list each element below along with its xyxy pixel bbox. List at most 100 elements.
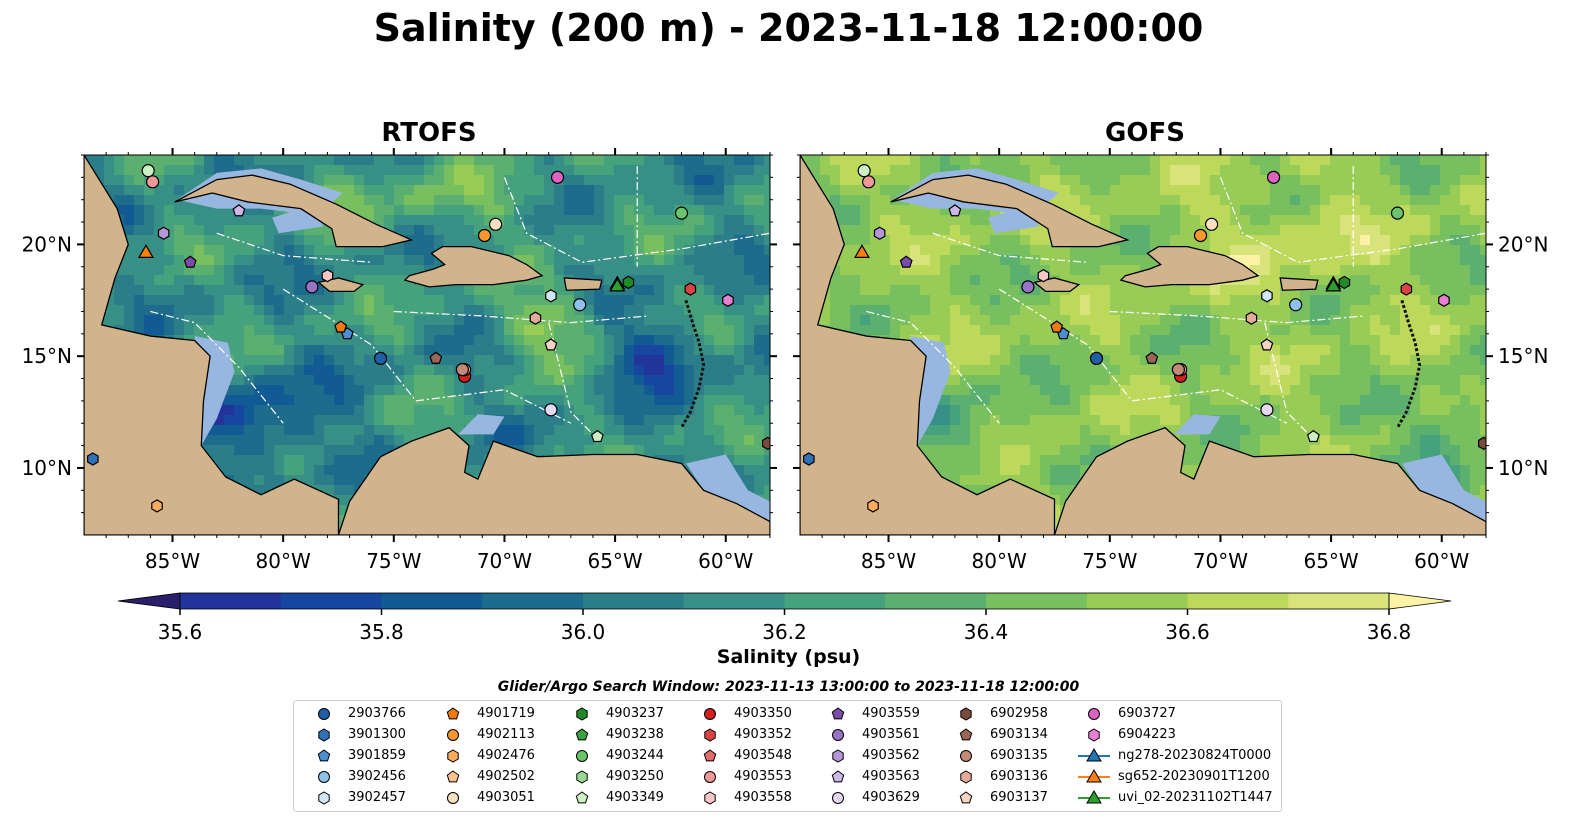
colorbar-segment	[1086, 593, 1188, 609]
float-marker	[622, 275, 635, 290]
legend-marker-icon	[704, 771, 716, 783]
float-marker	[183, 255, 197, 268]
legend-entry-label: 4903250	[606, 769, 664, 784]
float-marker	[477, 228, 492, 243]
colorbar-tick-label: 35.6	[158, 620, 203, 644]
legend-marker-icon	[960, 707, 972, 721]
float-marker	[857, 164, 871, 178]
colorbar-segment	[180, 593, 282, 609]
glider-marker	[609, 277, 626, 292]
float-marker	[151, 499, 163, 513]
float-marker	[1245, 311, 1258, 325]
float-marker	[529, 311, 542, 325]
legend-entry-label: 4903237	[606, 706, 664, 721]
legend-entry-label: 4901719	[477, 706, 535, 721]
rtofs-map: 85°W 80°W 75°W 70°W 65°W 60°W 10°N 15°N 20°N	[22, 148, 777, 573]
legend-entry-label: 4903244	[606, 748, 664, 763]
colorbar-extend-low	[117, 592, 181, 610]
land-cuba	[174, 174, 414, 248]
legend-marker-icon	[447, 792, 459, 804]
colorbar-segment	[784, 593, 886, 609]
legend-marker-icon	[575, 728, 589, 741]
legend-marker-icon	[832, 749, 844, 763]
land-centralAmerica	[800, 155, 1056, 535]
legend-marker-icon	[832, 792, 844, 804]
float-marker	[87, 452, 99, 466]
legend-entry-label: 4902476	[477, 748, 535, 763]
float-marker	[550, 170, 565, 184]
float-marker	[373, 351, 388, 366]
float-marker	[899, 255, 913, 268]
float-marker	[590, 429, 604, 443]
legend-title: Glider/Argo Search Window: 2023-11-13 13…	[497, 679, 1080, 695]
lon-tick-label: 75°W	[1082, 549, 1137, 573]
glider-marker	[853, 244, 870, 258]
float-marker	[867, 499, 879, 513]
float-marker	[674, 206, 689, 220]
colorbar-tick-label: 35.8	[359, 620, 404, 644]
lat-tick-label: 10°N	[1498, 456, 1548, 480]
float-marker	[1204, 217, 1219, 231]
legend-entry-label: uvi_02-20231102T1447	[1118, 790, 1273, 805]
colorbar: 35.6 35.8 36.0 36.2 36.4 36.6 36.8	[117, 592, 1452, 644]
legend-entry-label: 4903563	[862, 769, 920, 784]
colorbar-segment	[482, 593, 584, 609]
legend-marker-icon	[1078, 769, 1110, 783]
float-marker	[803, 452, 815, 466]
legend-entry-label: 4903238	[606, 727, 664, 742]
lon-tick-label: 75°W	[366, 549, 421, 573]
colorbar-segment	[683, 593, 785, 609]
float-marker	[1400, 282, 1413, 296]
float-marker	[232, 204, 246, 217]
lon-tick-label: 70°W	[477, 549, 532, 573]
legend-entry-label: 4903562	[862, 748, 920, 763]
lon-tick-label: 65°W	[587, 549, 642, 573]
legend-marker-icon	[959, 791, 973, 804]
colorbar-tick-label: 36.0	[561, 620, 606, 644]
float-marker	[1260, 403, 1274, 417]
colorbar-segment	[1288, 593, 1390, 609]
lat-tick-label: 10°N	[22, 456, 72, 480]
legend-entry-label: 4903558	[734, 790, 792, 805]
colorbar-segment	[381, 593, 483, 609]
legend-marker-icon	[576, 707, 588, 721]
lon-tick-label: 65°W	[1303, 549, 1358, 573]
float-marker	[573, 298, 587, 312]
legend-entry-label: 3902457	[348, 790, 406, 805]
legend-entry-label: 4903559	[862, 706, 920, 721]
legend-marker-icon	[960, 750, 972, 762]
legend-marker-icon	[831, 707, 845, 720]
lon-tick-label: 70°W	[1193, 549, 1248, 573]
lon-tick-label: 60°W	[698, 549, 753, 573]
legend-marker-icon	[1078, 748, 1110, 762]
legend-marker-icon	[318, 791, 330, 805]
colorbar-extend-high	[1388, 592, 1452, 610]
colorbar-segment	[986, 593, 1088, 609]
legend-entry-label: 4903561	[862, 727, 920, 742]
float-marker	[861, 175, 876, 189]
legend-marker-icon	[704, 791, 716, 805]
legend-marker-icon	[317, 749, 331, 762]
float-marker	[948, 204, 962, 217]
float-marker	[141, 164, 155, 178]
legend-marker-icon	[318, 771, 330, 783]
legend-entry-label: 6903137	[990, 790, 1048, 805]
float-marker	[1289, 298, 1303, 312]
legend-marker-icon	[447, 729, 459, 741]
legend-marker-icon	[318, 728, 330, 742]
land-southAmerica	[1053, 426, 1486, 535]
legend-marker-icon	[959, 728, 973, 741]
float-marker	[1260, 338, 1274, 351]
land-centralAmerica	[84, 155, 340, 535]
float-marker	[455, 362, 470, 377]
lat-tick-label: 15°N	[1498, 344, 1548, 368]
colorbar-label: Salinity (psu)	[716, 646, 861, 668]
lat-tick-label: 20°N	[22, 232, 72, 256]
float-marker	[157, 226, 170, 240]
float-marker	[146, 175, 160, 189]
float-marker	[1193, 228, 1208, 243]
legend-marker-icon	[704, 728, 716, 742]
legend-entry-label: sg652-20230901T1200	[1118, 769, 1270, 784]
float-marker	[305, 280, 319, 294]
